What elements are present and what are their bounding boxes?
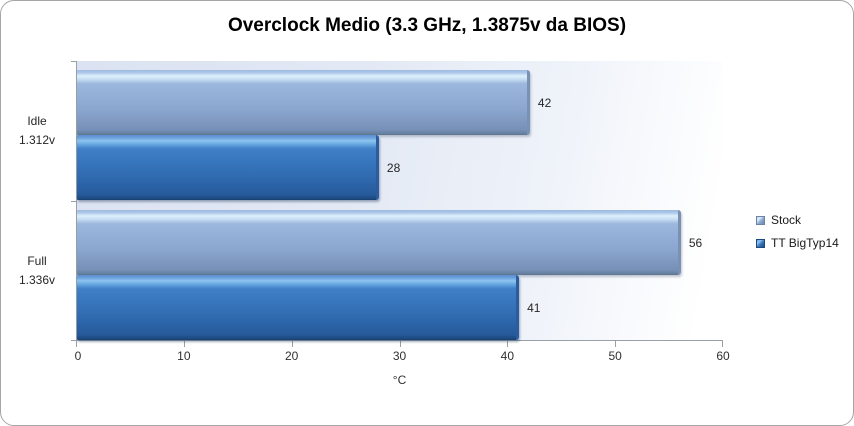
bar-ttbigtyp14-idle: 28: [77, 135, 400, 200]
category-label-line: Idle: [27, 114, 47, 129]
legend-item-stock: Stock: [756, 213, 839, 227]
category-label-line: 1.336v: [18, 273, 56, 287]
data-label-stock-full: 56: [688, 235, 703, 250]
value-axis-tick: [507, 341, 509, 347]
value-axis-line: [76, 340, 723, 341]
value-axis-tick: [399, 341, 401, 347]
bar-stock-full: 56: [77, 210, 702, 275]
tick-label: 20: [284, 349, 299, 363]
category-label-line: 1.312v: [18, 133, 56, 147]
legend-marker-stock-icon: [756, 215, 765, 225]
data-label-stock-idle: 42: [537, 95, 552, 110]
legend-label-stock: Stock: [771, 213, 802, 227]
value-axis-tick: [615, 341, 617, 347]
category-axis-tick: [71, 201, 76, 202]
tick-label: 30: [392, 349, 407, 363]
data-label-ttbigtyp14-idle: 28: [386, 160, 401, 175]
value-axis-tick-labels: 0 10 20 30 40 50 60: [74, 349, 730, 363]
tick-label: 0: [74, 349, 82, 363]
category-label-line: Full: [27, 254, 47, 269]
x-axis-title: °C: [392, 373, 407, 387]
category-label-full: Full 1.336v: [3, 201, 71, 341]
tick-label: 10: [177, 349, 191, 363]
data-label-ttbigtyp14-full: 41: [527, 300, 541, 315]
category-axis-tick: [71, 61, 76, 62]
plot-area: 42 28 56 41: [71, 61, 723, 347]
chart-title: Overclock Medio (3.3 GHz, 1.3875v da BIO…: [227, 15, 627, 36]
value-axis-tick: [183, 341, 185, 347]
legend-item-ttbigtyp14: TT BigTyp14: [756, 236, 839, 250]
legend: Stock TT BigTyp14: [756, 213, 839, 250]
tick-label: 60: [716, 349, 730, 363]
bar-stock-idle: 42: [77, 70, 551, 135]
category-axis-line: [76, 61, 77, 341]
tick-label: 40: [500, 349, 515, 363]
category-axis-tick: [71, 340, 76, 341]
value-axis-tick: [76, 341, 77, 347]
legend-label-ttbigtyp14: TT BigTyp14: [771, 236, 839, 250]
tick-label: 50: [608, 349, 622, 363]
category-label-idle: Idle 1.312v: [3, 61, 71, 201]
bar-ttbigtyp14-full: 41: [77, 275, 540, 340]
value-axis-tick: [721, 341, 723, 347]
legend-marker-ttbigtyp14-icon: [756, 238, 765, 248]
value-axis-tick: [291, 341, 293, 347]
